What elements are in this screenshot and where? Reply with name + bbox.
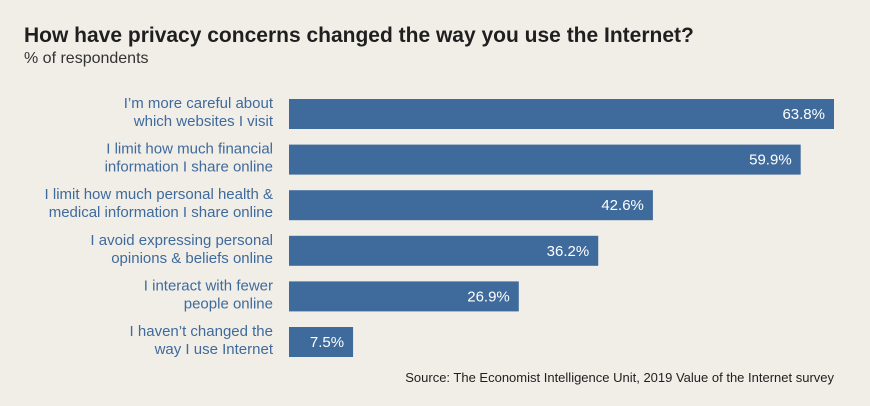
chart-title: How have privacy concerns changed the wa…: [24, 24, 694, 47]
value-label-2: 42.6%: [601, 197, 644, 214]
category-label-3-line-1: opinions & beliefs online: [111, 250, 273, 267]
category-label-1-line-0: I limit how much financial: [106, 141, 273, 158]
category-label-0-line-1: which websites I visit: [133, 113, 274, 130]
bar-5: [289, 327, 354, 357]
bar-0: [289, 99, 834, 129]
category-label-2-line-0: I limit how much personal health &: [45, 186, 273, 203]
category-label-1-line-1: information I share online: [105, 159, 273, 176]
value-label-3: 36.2%: [547, 243, 590, 260]
category-label-2-line-1: medical information I share online: [49, 204, 273, 221]
category-label-5-line-0: I haven’t changed the: [130, 323, 273, 340]
category-label-4-line-0: I interact with fewer: [144, 277, 273, 294]
category-label-4-line-1: people online: [184, 295, 273, 312]
bar-2: [289, 190, 653, 221]
value-label-0: 63.8%: [782, 106, 825, 123]
bar-4: [289, 281, 519, 312]
bar-3: [289, 235, 599, 266]
chart-subtitle: % of respondents: [24, 50, 149, 67]
category-label-3-line-0: I avoid expressing personal: [90, 232, 273, 249]
value-label-4: 26.9%: [467, 288, 510, 305]
bar-1: [289, 144, 801, 175]
chart-source: Source: The Economist Intelligence Unit,…: [405, 370, 834, 385]
value-label-1: 59.9%: [749, 152, 792, 169]
value-label-5: 7.5%: [310, 334, 344, 351]
category-label-0-line-0: I’m more careful about: [124, 95, 274, 112]
category-label-5-line-1: way I use Internet: [154, 341, 274, 358]
